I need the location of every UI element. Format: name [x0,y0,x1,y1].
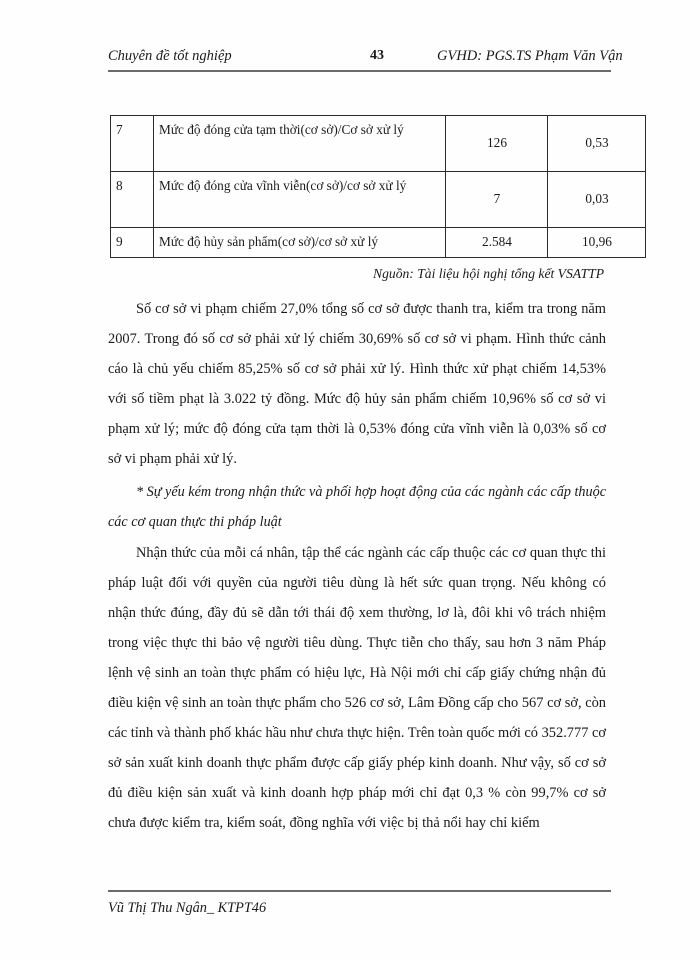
header-left-title: Chuyên đề tốt nghiệp [108,48,232,64]
running-header: Chuyên đề tốt nghiệp 43 GVHD: PGS.TS Phạ… [108,44,623,72]
table-cell-no: 8 [110,171,154,228]
page-number: 43 [370,48,384,63]
table-cell-percent: 0,53 [547,115,646,172]
table-cell-name: Mức độ hủy sản phẩm(cơ sở)/cơ sở xử lý [153,227,446,258]
table-row: 8 Mức độ đóng cửa vĩnh viễn(cơ sở)/cơ sở… [110,171,646,228]
table-cell-no: 9 [110,227,154,258]
table-cell-name: Mức độ đóng cửa vĩnh viễn(cơ sở)/cơ sở x… [153,171,446,228]
table-cell-value: 126 [445,115,548,172]
running-header-inner: Chuyên đề tốt nghiệp 43 GVHD: PGS.TS Phạ… [108,44,623,68]
table-row: 9 Mức độ hủy sản phẩm(cơ sở)/cơ sở xử lý… [110,227,646,258]
table-source-note: Nguồn: Tài liệu hội nghị tổng kết VSATTP [373,266,604,281]
running-footer: Vũ Thị Thu Ngân_ KTPT46 [108,890,611,917]
table-cell-percent: 10,96 [547,227,646,258]
section-subheading: * Sự yếu kém trong nhận thức và phối hợp… [108,484,606,530]
table-row: 7 Mức độ đóng cửa tạm thời(cơ sở)/Cơ sở … [110,115,646,172]
header-right-title: GVHD: PGS.TS Phạm Văn Vận [437,48,623,64]
statistics-table-wrapper: 7 Mức độ đóng cửa tạm thời(cơ sở)/Cơ sở … [110,115,646,258]
paragraph-statistics: Số cơ sở vi phạm chiếm 27,0% tổng số cơ … [108,301,606,467]
table-cell-value: 2.584 [445,227,548,258]
section-subheading-block: * Sự yếu kém trong nhận thức và phối hợp… [108,477,606,537]
table-cell-no: 7 [110,115,154,172]
table-cell-percent: 0,03 [547,171,646,228]
table-cell-name: Mức độ đóng cửa tạm thời(cơ sở)/Cơ sở xử… [153,115,446,172]
table-cell-value: 7 [445,171,548,228]
statistics-table: 7 Mức độ đóng cửa tạm thời(cơ sở)/Cơ sở … [110,115,646,258]
paragraph-main-block: Nhận thức của mỗi cá nhân, tập thể các n… [108,538,606,838]
paragraph-main: Nhận thức của mỗi cá nhân, tập thể các n… [108,545,606,831]
footer-author: Vũ Thị Thu Ngân_ KTPT46 [108,900,267,916]
paragraph-statistics-block: Số cơ sở vi phạm chiếm 27,0% tổng số cơ … [108,294,606,474]
